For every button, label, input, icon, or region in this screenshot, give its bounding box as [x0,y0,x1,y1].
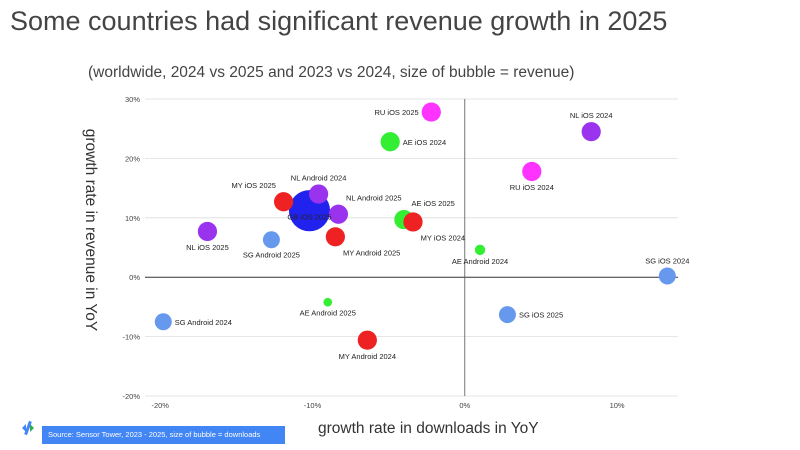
bubble-my-ios-2025[interactable] [273,192,294,212]
y-tick-label: 10% [125,214,140,223]
label-my-ios-2025: MY iOS 2025 [231,181,275,190]
bubble-labels: RU iOS 2025 NL iOS 2024 AE iOS 2024 RU iOS … [175,108,690,361]
label-ae-ios-2025: AE iOS 2025 [411,199,454,208]
sensor-tower-logo-icon [22,420,34,436]
bubble-nl-ios-2024[interactable] [581,122,601,142]
bubble-sg-android-2025[interactable] [262,231,280,249]
label-nl-ios-2025: NL iOS 2025 [186,243,229,252]
bubble-my-android-2024[interactable] [357,330,377,350]
x-axis-label: growth rate in downloads in YoY [318,420,539,437]
x-tick-label: -20% [151,401,169,410]
bubble-nl-android-2024[interactable] [309,184,329,204]
label-ae-android-2024: AE Android 2024 [452,257,508,266]
bubble-my-ios-2024[interactable] [403,212,423,232]
label-my-ios-2024: MY iOS 2024 [421,234,465,243]
label-sg-android-2024: SG Android 2024 [175,318,232,327]
bubble-ae-android-2025[interactable] [323,297,333,307]
chart-title: Some countries had significant revenue g… [10,6,668,36]
label-nl-android-2024: NL Android 2024 [291,173,347,182]
label-nl-ios-2024: NL iOS 2024 [570,111,613,120]
bubble-sg-ios-2025[interactable] [498,306,516,324]
y-tick-label: -10% [122,333,140,342]
bubble-ru-ios-2024[interactable] [522,161,542,182]
label-sg-ios-2025: SG iOS 2025 [519,311,563,320]
bubble-ru-ios-2025[interactable] [421,102,441,122]
bubble-nl-ios-2025[interactable] [197,221,218,242]
y-axis-label: growth rate in revenue in YoY [82,128,99,332]
x-tick-label: -10% [304,401,322,410]
label-nl-android-2025: NL Android 2025 [346,194,402,203]
label-ae-android-2025: AE Android 2025 [300,308,356,317]
label-gb-ios-2025: GB iOS 2025 [287,213,331,222]
x-tick-label: 0% [459,401,470,410]
bubbles [154,102,676,350]
y-tick-label: -20% [122,392,140,401]
grid-lines [145,98,678,397]
label-my-android-2024: MY Android 2024 [339,352,396,361]
bubble-sg-android-2024[interactable] [154,313,172,331]
bubble-ae-ios-2024[interactable] [380,132,400,152]
y-tick-label: 30% [125,95,140,104]
label-sg-android-2025: SG Android 2025 [243,250,300,259]
bubble-my-android-2025[interactable] [325,227,345,247]
label-my-android-2025: MY Android 2025 [343,248,400,257]
label-ru-ios-2024: RU iOS 2024 [510,183,554,192]
y-tick-label: 0% [129,273,140,282]
source-note: Source: Sensor Tower, 2023 - 2025, size … [42,426,285,444]
y-tick-label: 20% [125,154,140,163]
label-ae-ios-2024: AE iOS 2024 [403,138,446,147]
x-tick-label: 10% [610,401,625,410]
label-ru-ios-2025: RU iOS 2025 [375,108,419,117]
bubble-ae-android-2024[interactable] [474,244,486,256]
label-sg-ios-2024: SG iOS 2024 [645,257,689,266]
axis-ticks: 30% 20% 10% 0% -10% -20% -20% -10% 0% 10% [122,95,624,410]
bubble-nl-android-2025[interactable] [328,204,349,224]
bubble-sg-ios-2024[interactable] [658,267,676,285]
chart-subtitle: (worldwide, 2024 vs 2025 and 2023 vs 202… [88,64,575,81]
